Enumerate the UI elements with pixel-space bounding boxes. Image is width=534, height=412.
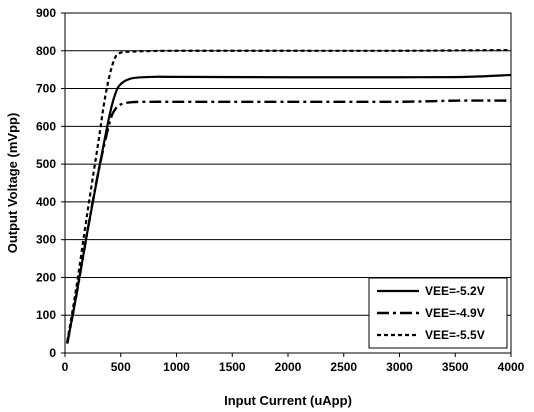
legend: VEE=-5.2V VEE=-4.9V VEE=-5.5V	[368, 277, 508, 349]
y-tick-label-5: 500	[36, 157, 56, 171]
y-tick-label-1: 100	[36, 308, 56, 322]
y-tick-label-8: 800	[36, 44, 56, 58]
x-tick-label-7: 3500	[442, 360, 469, 374]
y-tick-label-9: 900	[36, 6, 56, 20]
x-tick-label-0: 0	[62, 360, 69, 374]
y-axis-title: Output Voltage (mVpp)	[5, 113, 20, 254]
legend-box	[368, 277, 508, 349]
y-tick-label-2: 200	[36, 270, 56, 284]
x-tick-label-1: 500	[111, 360, 131, 374]
y-tick-label-3: 300	[36, 233, 56, 247]
grid-lines	[65, 50, 511, 316]
legend-label-0: VEE=-5.2V	[425, 284, 485, 298]
x-tick-label-6: 3000	[386, 360, 413, 374]
series-lines	[66, 48, 512, 344]
x-tick-label-8: 4000	[498, 360, 525, 374]
axis-ticks: 0 100 200 300 400 500 600 700 800 900 0 500 1000 1500…	[36, 6, 525, 374]
y-tick-label-0: 0	[49, 346, 56, 360]
legend-label-1: VEE=-4.9V	[425, 306, 485, 320]
y-tick-label-6: 600	[36, 119, 56, 133]
legend-label-2: VEE=-5.5V	[425, 328, 485, 342]
x-tick-label-5: 2500	[330, 360, 357, 374]
y-tick-label-4: 400	[36, 195, 56, 209]
x-tick-label-4: 2000	[275, 360, 302, 374]
series-line-1	[66, 99, 512, 344]
y-tick-label-7: 700	[36, 82, 56, 96]
x-tick-label-3: 1500	[219, 360, 246, 374]
x-tick-label-2: 1000	[163, 360, 190, 374]
x-axis-title: Input Current (uApp)	[224, 393, 352, 408]
